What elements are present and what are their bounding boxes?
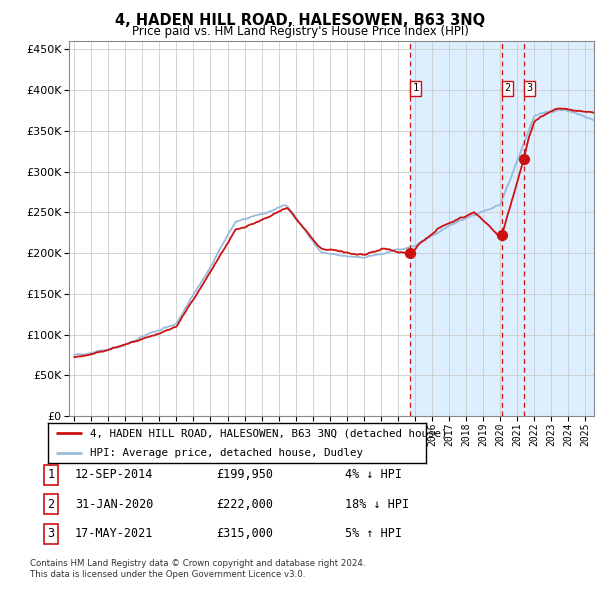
Text: Price paid vs. HM Land Registry's House Price Index (HPI): Price paid vs. HM Land Registry's House … bbox=[131, 25, 469, 38]
Text: 4, HADEN HILL ROAD, HALESOWEN, B63 3NQ (detached house): 4, HADEN HILL ROAD, HALESOWEN, B63 3NQ (… bbox=[89, 428, 447, 438]
Point bbox=[405, 248, 415, 258]
Text: 4% ↓ HPI: 4% ↓ HPI bbox=[345, 468, 402, 481]
Text: £315,000: £315,000 bbox=[216, 527, 273, 540]
Text: £199,950: £199,950 bbox=[216, 468, 273, 481]
Text: Contains HM Land Registry data © Crown copyright and database right 2024.: Contains HM Land Registry data © Crown c… bbox=[30, 559, 365, 568]
Text: 18% ↓ HPI: 18% ↓ HPI bbox=[345, 498, 409, 511]
Text: 5% ↑ HPI: 5% ↑ HPI bbox=[345, 527, 402, 540]
Text: 3: 3 bbox=[526, 83, 533, 93]
Text: 3: 3 bbox=[47, 527, 55, 540]
Text: 12-SEP-2014: 12-SEP-2014 bbox=[75, 468, 154, 481]
Text: 2: 2 bbox=[504, 83, 511, 93]
Text: 31-JAN-2020: 31-JAN-2020 bbox=[75, 498, 154, 511]
Text: £222,000: £222,000 bbox=[216, 498, 273, 511]
Text: 1: 1 bbox=[47, 468, 55, 481]
Point bbox=[519, 155, 529, 164]
Bar bbox=[410, 41, 600, 416]
Text: This data is licensed under the Open Government Licence v3.0.: This data is licensed under the Open Gov… bbox=[30, 571, 305, 579]
Text: HPI: Average price, detached house, Dudley: HPI: Average price, detached house, Dudl… bbox=[89, 448, 362, 458]
Text: 4, HADEN HILL ROAD, HALESOWEN, B63 3NQ: 4, HADEN HILL ROAD, HALESOWEN, B63 3NQ bbox=[115, 13, 485, 28]
Text: 17-MAY-2021: 17-MAY-2021 bbox=[75, 527, 154, 540]
Text: 2: 2 bbox=[47, 498, 55, 511]
Text: 1: 1 bbox=[412, 83, 419, 93]
Point bbox=[497, 231, 506, 240]
